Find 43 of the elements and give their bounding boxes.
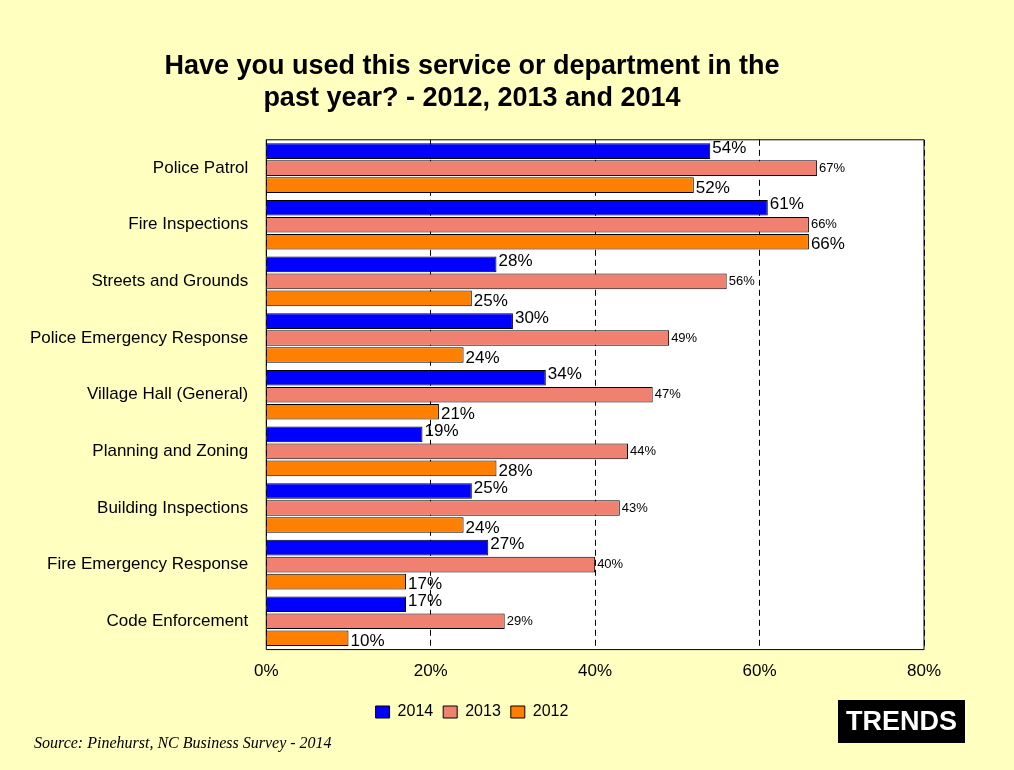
data-label: 30% xyxy=(514,307,549,327)
y-tick-label: Building Inspections xyxy=(97,497,249,517)
y-tick-label: Planning and Zoning xyxy=(92,441,249,461)
data-label: 21% xyxy=(440,404,475,424)
y-tick-label: Police Emergency Response xyxy=(30,327,249,347)
x-tick-label: 40% xyxy=(578,661,613,681)
data-label: 52% xyxy=(695,177,730,197)
chart-title: Have you used this service or department in the past year? - 2012, 2013 and 2014 xyxy=(164,49,780,113)
x-tick-label: 80% xyxy=(906,661,942,681)
data-label: 19% xyxy=(424,421,459,441)
data-label: 43% xyxy=(621,499,649,515)
data-label: 24% xyxy=(465,347,500,367)
legend-label: 2013 xyxy=(465,702,501,720)
data-label: 66% xyxy=(810,216,838,232)
text: TRENDS xyxy=(838,700,966,743)
data-label: 34% xyxy=(547,364,582,384)
legend-label: 2014 xyxy=(397,702,434,720)
x-tick-label: 20% xyxy=(413,661,448,681)
x-tick-label: 60% xyxy=(742,661,777,681)
y-tick-label: Village Hall (General) xyxy=(87,384,249,404)
data-label: 56% xyxy=(728,272,756,288)
data-label: 54% xyxy=(712,137,747,157)
data-label: 40% xyxy=(597,556,624,572)
data-label: 44% xyxy=(630,442,657,458)
source-note: Source: Pinehurst, NC Business Survey - 2014 xyxy=(34,734,332,752)
legend-label: 2012 xyxy=(532,702,569,720)
y-tick-label: Fire Emergency Response xyxy=(47,554,249,574)
data-label: 66% xyxy=(810,234,845,254)
data-label: 10% xyxy=(350,630,385,650)
data-label: 24% xyxy=(465,517,500,537)
y-tick-label: Code Enforcement xyxy=(106,610,249,630)
y-tick-label: Streets and Grounds xyxy=(91,271,249,291)
data-label: 67% xyxy=(819,159,846,175)
data-label: 29% xyxy=(506,612,534,628)
data-label: 49% xyxy=(671,329,698,345)
data-label: 28% xyxy=(498,251,533,271)
x-tick-label: 0% xyxy=(253,661,279,681)
data-label: 61% xyxy=(769,194,804,214)
data-label: 47% xyxy=(654,386,682,402)
data-label: 25% xyxy=(473,291,508,311)
y-tick-label: Fire Inspections xyxy=(128,214,249,234)
data-label: 27% xyxy=(490,534,525,554)
y-tick-label: Police Patrol xyxy=(152,157,249,177)
